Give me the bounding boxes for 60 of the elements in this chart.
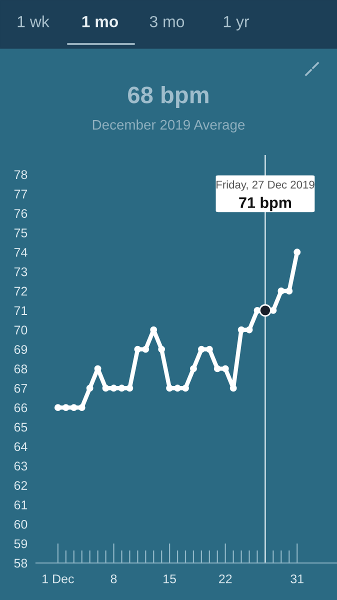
point bbox=[278, 288, 285, 294]
y-tick-label: 74 bbox=[14, 248, 28, 257]
y-tick-label: 63 bbox=[14, 462, 28, 471]
point bbox=[294, 248, 301, 256]
point bbox=[142, 346, 150, 353]
point bbox=[286, 288, 293, 294]
y-tick-label: 77 bbox=[14, 190, 28, 198]
point bbox=[246, 326, 253, 334]
y-tick-label: 68 bbox=[14, 364, 28, 374]
point bbox=[118, 384, 126, 392]
point bbox=[166, 384, 174, 392]
y-tick-label: 70 bbox=[14, 326, 28, 335]
chart-title: 68 bpm bbox=[128, 86, 208, 108]
x-tick-label: 31 bbox=[290, 574, 304, 584]
y-tick-label: 62 bbox=[14, 481, 28, 490]
x-tick-label: 8 bbox=[110, 574, 117, 584]
y-tick-label: 58 bbox=[14, 558, 28, 568]
y-tick-label: 67 bbox=[14, 384, 28, 393]
chart-subtitle: December 2019 Average bbox=[92, 120, 245, 132]
y-tick-label: 65 bbox=[14, 422, 28, 432]
x-tick-label: 15 bbox=[164, 574, 176, 584]
y-tick-label: 78 bbox=[14, 170, 28, 180]
point bbox=[222, 365, 229, 372]
y-tick-label: 72 bbox=[14, 286, 28, 296]
point bbox=[238, 326, 245, 334]
x-tick-label: 22 bbox=[219, 574, 232, 584]
point bbox=[54, 404, 62, 412]
point bbox=[230, 384, 237, 392]
annotation: 71 bpm bbox=[239, 196, 292, 212]
point bbox=[182, 384, 189, 392]
point bbox=[70, 404, 78, 412]
y-tick-label: 69 bbox=[14, 345, 28, 354]
point bbox=[198, 346, 205, 353]
y-tick-label: 60 bbox=[14, 520, 28, 529]
text: 1 yr bbox=[224, 16, 250, 30]
y-tick-label: 61 bbox=[14, 500, 28, 510]
point bbox=[110, 384, 118, 392]
point bbox=[78, 404, 86, 412]
y-tick-label: 59 bbox=[14, 539, 28, 548]
y-tick-label: 75 bbox=[14, 228, 28, 238]
text: 3 mo bbox=[150, 16, 184, 28]
annotation: Friday, 27 Dec 2019 bbox=[216, 180, 314, 191]
y-tick-label: 66 bbox=[14, 403, 28, 412]
point bbox=[62, 404, 70, 412]
text: 1 wk bbox=[18, 16, 50, 28]
point bbox=[190, 365, 197, 372]
point bbox=[102, 384, 110, 392]
point bbox=[134, 346, 142, 353]
point bbox=[86, 384, 94, 392]
y-tick-label: 71 bbox=[14, 306, 28, 315]
point bbox=[174, 384, 181, 392]
point bbox=[126, 384, 134, 392]
point bbox=[214, 365, 221, 372]
y-tick-label: 76 bbox=[14, 209, 28, 218]
text: 1 mo bbox=[82, 16, 118, 28]
y-tick-label: 73 bbox=[14, 267, 28, 276]
point bbox=[158, 346, 166, 353]
point bbox=[206, 346, 213, 353]
x-tick-label: 1 Dec bbox=[42, 574, 74, 584]
y-tick-label: 64 bbox=[14, 442, 28, 452]
